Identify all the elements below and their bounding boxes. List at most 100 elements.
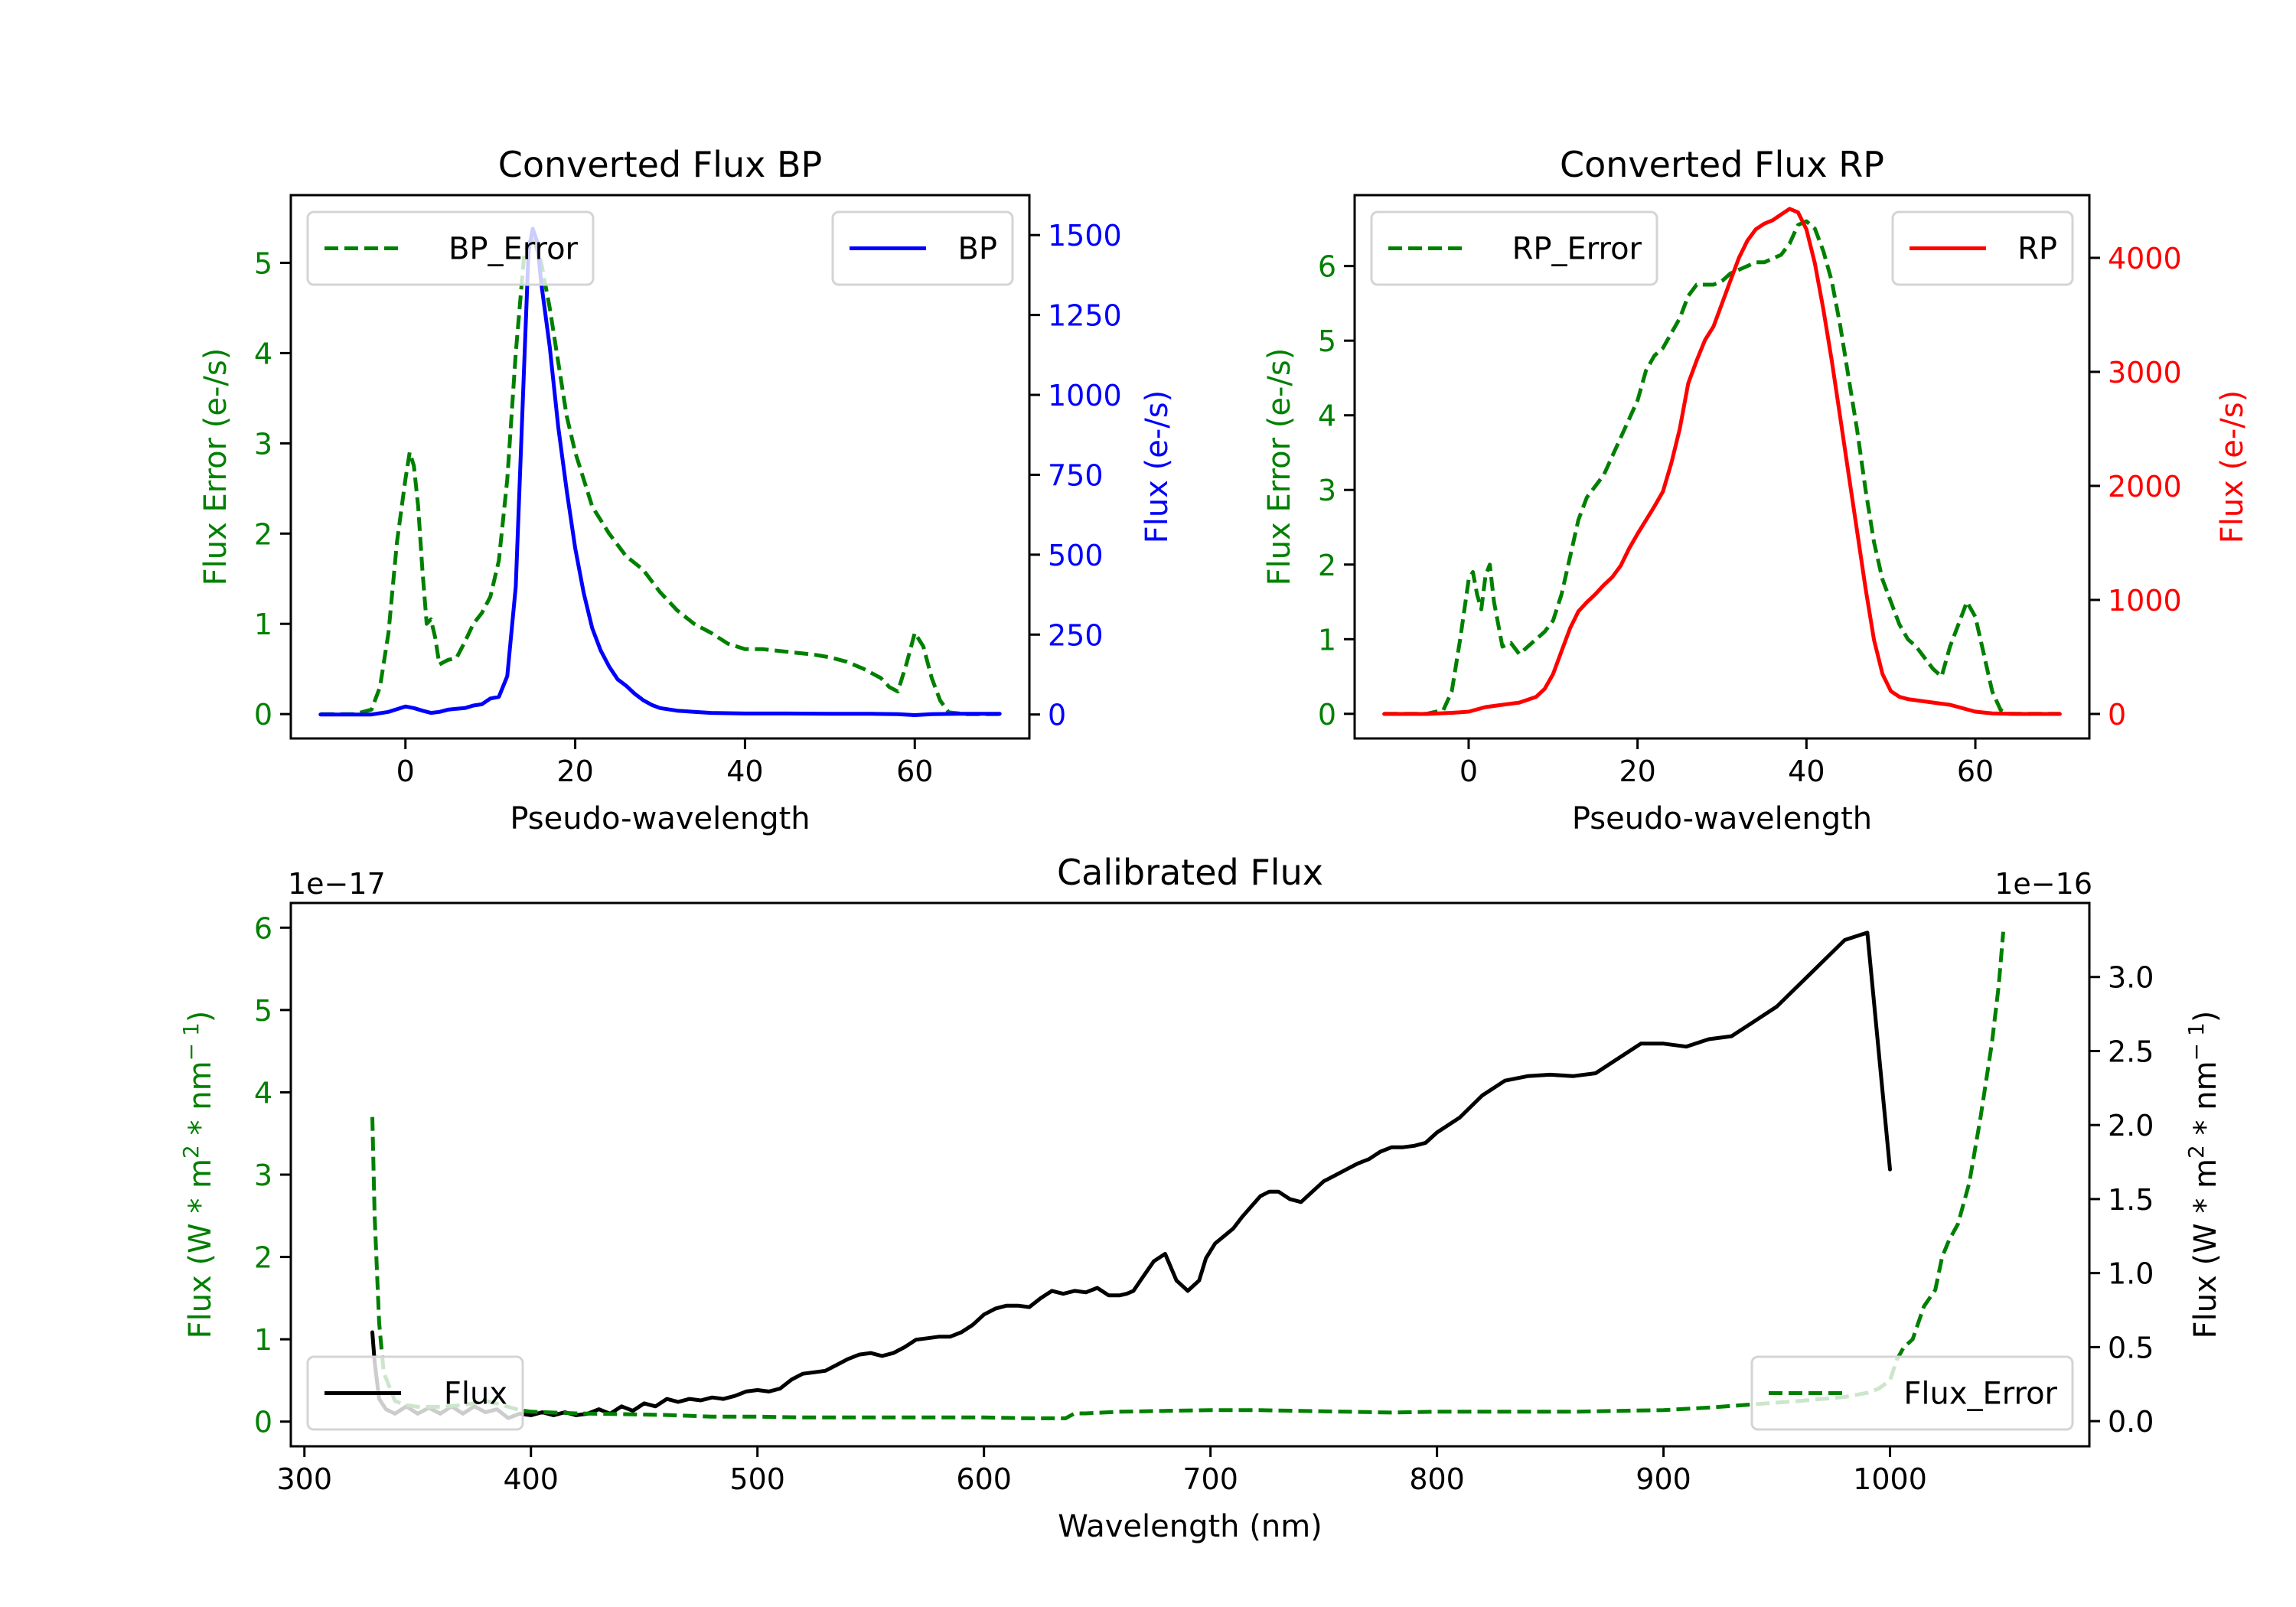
y-left-axis-label: Flux Error (e-/s) (1262, 348, 1297, 586)
y-right-tick-label: 0 (1048, 699, 1066, 732)
x-tick-label: 60 (1957, 755, 1994, 788)
y-left-tick-label: 2 (254, 517, 272, 551)
x-tick-label: 1000 (1853, 1462, 1927, 1496)
y-left-tick-label: 4 (1318, 399, 1336, 433)
series-line-bp (318, 227, 1002, 717)
legend-label: Flux (444, 1377, 507, 1412)
legend-bp-error: BP_Error (306, 210, 595, 286)
chart-title: Calibrated Flux (1057, 852, 1323, 893)
series-group (1382, 207, 2062, 716)
y-right-tick-label: 0.5 (2108, 1331, 2154, 1364)
y-left-tick-label: 1 (254, 608, 272, 641)
legend-flux-error: Flux_Error (1750, 1355, 2074, 1431)
legend-label: BP_Error (448, 232, 579, 267)
x-tick-label: 60 (896, 755, 933, 788)
axes-frame (289, 194, 1031, 740)
y-left-tick-label: 4 (254, 1076, 272, 1110)
x-tick-label: 400 (503, 1462, 559, 1496)
y-left-tick-label: 1 (1318, 623, 1336, 657)
legend-label: BP (957, 232, 997, 267)
legend-label: Flux_Error (1903, 1377, 2057, 1412)
y-right-tick-label: 3.0 (2108, 961, 2154, 995)
y-left-tick-label: 3 (254, 427, 272, 461)
y-right-tick-label: 2.0 (2108, 1109, 2154, 1143)
series-line-rp-error (1384, 219, 2060, 716)
y-left-tick-label: 6 (1318, 250, 1336, 284)
y-left-tick-label: 2 (254, 1241, 272, 1275)
y-right-tick-label: 250 (1048, 618, 1104, 652)
x-tick-label: 700 (1182, 1462, 1238, 1496)
axes-frame (1353, 194, 2091, 740)
series-line-rp (1382, 207, 2062, 716)
chart-rp: 0 20 40 60012345601000200030004000Converted… (1262, 144, 2250, 836)
x-tick-label: 40 (1788, 755, 1825, 788)
series-group (318, 227, 1002, 717)
series-line-bp-error (320, 233, 1000, 716)
x-tick-label: 600 (956, 1462, 1012, 1496)
series-group (370, 931, 2005, 1420)
y-right-tick-label: 1.0 (2108, 1257, 2154, 1291)
y-right-tick-label: 0 (2108, 698, 2126, 732)
y-right-tick-label: 2.5 (2108, 1035, 2154, 1068)
y-left-tick-label: 5 (254, 994, 272, 1028)
y-right-axis-label: Flux (e-/s) (2215, 390, 2250, 543)
y-left-tick-label: 3 (254, 1159, 272, 1192)
y-right-axis-label: Flux (e-/s) (1140, 390, 1175, 543)
chart-calibrated: 300 400 500 600 700 800 900 1000 0 1 2 3 4 5 6 0.0 0.5 1.… (178, 852, 2224, 1544)
y-left-tick-label: 2 (1318, 549, 1336, 582)
y-left-tick-label: 3 (1318, 474, 1336, 507)
y-right-tick-label: 1500 (1048, 219, 1122, 253)
y-right-tick-label: 1250 (1048, 299, 1122, 333)
chart-title: Converted Flux RP (1560, 144, 1884, 185)
x-tick-label: 0 (396, 755, 415, 788)
x-axis-label: Wavelength (nm) (1058, 1509, 1322, 1544)
y-right-axis-label: Flux (W * m2 * nm− 1) (2183, 1011, 2224, 1339)
series-line-flux-error (370, 931, 2005, 1420)
y-right-tick-label: 750 (1048, 458, 1104, 492)
legend-box (1750, 1355, 2074, 1431)
y-left-tick-label: 6 (254, 911, 272, 945)
y-right-tick-label: 1.5 (2108, 1183, 2154, 1217)
y-right-tick-label: 1000 (1048, 379, 1122, 412)
y-left-axis-label: Flux Error (e-/s) (198, 348, 233, 586)
legend-box (306, 210, 595, 286)
x-tick-label: 40 (726, 755, 763, 788)
y-right-tick-label: 2000 (2108, 470, 2182, 504)
legend-rp-error: RP_Error (1370, 210, 1658, 286)
y-left-tick-label: 5 (254, 246, 272, 280)
legend-box (1370, 210, 1658, 286)
legend-flux: Flux (306, 1355, 524, 1431)
legend-label: RP (2017, 232, 2057, 267)
x-tick-label: 800 (1409, 1462, 1465, 1496)
x-tick-label: 900 (1636, 1462, 1691, 1496)
y-left-tick-label: 1 (254, 1323, 272, 1357)
x-tick-label: 20 (1619, 755, 1655, 788)
x-tick-label: 20 (556, 755, 593, 788)
y-right-tick-label: 3000 (2108, 356, 2182, 390)
legend-box (306, 1355, 524, 1431)
series-line-flux (370, 931, 1892, 1420)
chart-title: Converted Flux BP (498, 144, 823, 185)
y-left-tick-label: 5 (1318, 324, 1336, 358)
legend-rp: RP (1891, 210, 2074, 286)
legend-bp: BP (831, 210, 1014, 286)
x-axis-label: Pseudo-wavelength (510, 801, 810, 836)
legend-label: RP_Error (1512, 232, 1642, 267)
x-tick-label: 300 (276, 1462, 332, 1496)
y-left-tick-label: 0 (254, 698, 272, 732)
y-right-tick-label: 1000 (2108, 584, 2182, 618)
chart-bp: 0 20 40 60 0 1 2 3 4 5 0 250 500 750 1000 1250 1500 Conve… (198, 144, 1175, 836)
y-right-offset-label: 1e−16 (1994, 867, 2092, 901)
x-tick-label: 0 (1459, 755, 1478, 788)
y-left-tick-label: 0 (1318, 698, 1336, 732)
y-left-tick-label: 4 (254, 337, 272, 370)
x-tick-label: 500 (729, 1462, 785, 1496)
x-axis-label: Pseudo-wavelength (1572, 801, 1872, 836)
y-right-tick-label: 4000 (2108, 242, 2182, 275)
y-right-tick-label: 500 (1048, 539, 1104, 572)
y-left-tick-label: 0 (254, 1406, 272, 1439)
y-left-axis-label: Flux (W * m2 * nm− 1) (178, 1011, 219, 1339)
y-right-tick-label: 0.0 (2108, 1405, 2154, 1439)
y-left-offset-label: 1e−17 (288, 867, 386, 901)
